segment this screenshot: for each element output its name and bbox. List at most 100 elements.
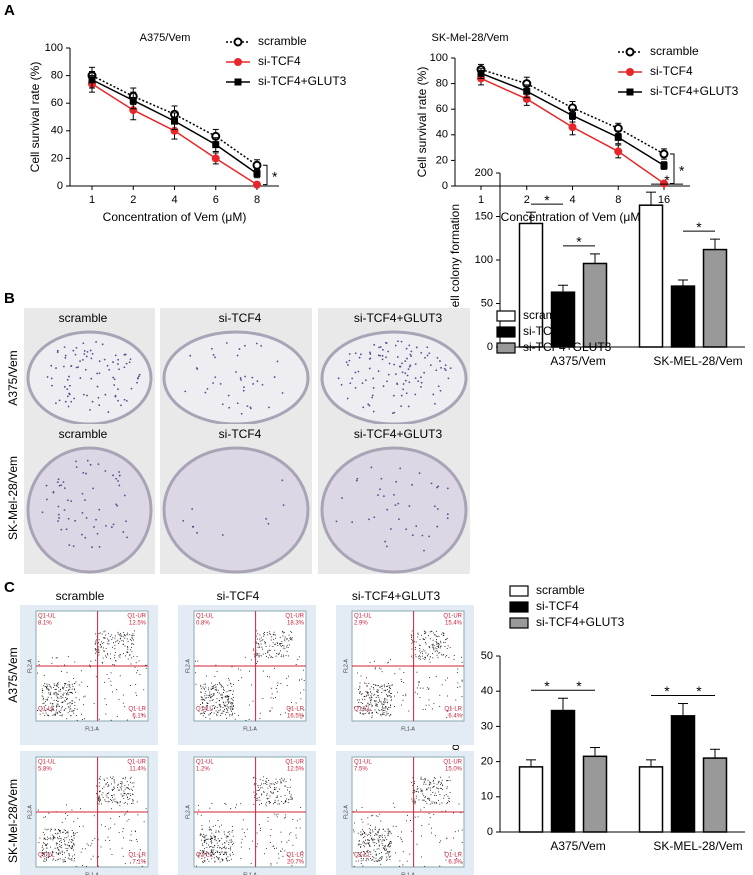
event-dot — [358, 840, 360, 842]
event-dot — [232, 707, 234, 709]
event-dot — [428, 687, 430, 689]
event-dot — [113, 664, 115, 666]
event-dot — [375, 826, 376, 828]
colony-dot — [447, 377, 450, 380]
event-dot — [434, 778, 436, 780]
event-dot — [370, 699, 371, 701]
event-dot — [62, 859, 64, 861]
colony-dot — [63, 346, 66, 349]
event-dot — [67, 656, 69, 658]
event-dot — [434, 650, 436, 652]
colony-dot — [81, 533, 83, 536]
event-dot — [201, 839, 202, 841]
event-dot — [363, 830, 365, 832]
event-dot — [54, 847, 56, 849]
event-dot — [97, 865, 99, 867]
event-dot — [216, 713, 218, 715]
event-dot — [68, 689, 70, 691]
event-dot — [442, 789, 444, 791]
event-dot — [380, 668, 382, 670]
event-dot — [429, 799, 431, 801]
significance: * — [696, 219, 702, 235]
event-dot — [383, 704, 385, 705]
x-tick-label: 4 — [569, 194, 575, 206]
event-dot — [377, 840, 379, 842]
event-dot — [123, 644, 124, 645]
event-dot — [129, 654, 131, 656]
event-dot — [370, 695, 372, 697]
event-dot — [58, 853, 59, 855]
colony-dot — [368, 518, 370, 521]
event-dot — [240, 858, 242, 859]
event-dot — [210, 838, 211, 840]
event-dot — [279, 788, 281, 790]
colony-dot — [281, 392, 284, 394]
event-dot — [428, 797, 430, 799]
event-dot — [200, 833, 202, 835]
x-tick-label: 4 — [171, 194, 177, 206]
event-dot — [461, 679, 463, 681]
event-dot — [123, 640, 124, 642]
event-dot — [112, 691, 114, 693]
event-dot — [211, 836, 212, 838]
colony-dot — [73, 397, 76, 400]
event-dot — [367, 817, 369, 819]
colony-dot — [394, 373, 397, 376]
event-dot — [360, 863, 362, 864]
event-dot — [422, 687, 424, 689]
event-dot — [197, 660, 199, 662]
event-dot — [427, 798, 428, 800]
column-label: si-TCF4+GLUT3 — [354, 311, 443, 325]
y-tick-label: 80 — [436, 78, 448, 90]
event-dot — [368, 694, 369, 696]
event-dot — [368, 839, 369, 841]
event-dot — [456, 672, 458, 674]
event-dot — [288, 644, 290, 646]
colony-dot — [276, 360, 279, 363]
quadrant-name: Q1-UR — [443, 614, 462, 620]
event-dot — [370, 703, 372, 705]
event-dot — [383, 840, 385, 842]
colony-dot — [371, 396, 373, 399]
event-dot — [141, 865, 143, 867]
event-dot — [211, 709, 213, 711]
column-label: si-TCF4 — [219, 427, 262, 441]
event-dot — [273, 791, 274, 793]
legend-label: si-TCF4+GLUT3 — [258, 74, 347, 88]
event-dot — [207, 858, 209, 860]
event-dot — [371, 697, 373, 699]
event-dot — [442, 654, 444, 656]
event-dot — [43, 848, 44, 850]
event-dot — [430, 789, 432, 791]
event-dot — [134, 830, 136, 832]
event-dot — [363, 851, 365, 853]
event-dot — [56, 693, 58, 695]
event-dot — [74, 689, 75, 691]
event-dot — [227, 835, 229, 837]
event-dot — [392, 802, 394, 804]
event-dot — [425, 657, 426, 659]
event-dot — [428, 799, 430, 800]
event-dot — [221, 697, 222, 699]
colony-dot — [437, 385, 440, 388]
event-dot — [48, 683, 50, 685]
event-dot — [380, 863, 382, 865]
event-dot — [287, 854, 289, 856]
event-dot — [204, 841, 206, 843]
event-dot — [435, 635, 437, 637]
event-dot — [251, 684, 253, 686]
event-dot — [256, 793, 258, 795]
event-dot — [419, 645, 421, 647]
event-dot — [120, 789, 122, 791]
colony-dot — [408, 505, 411, 507]
event-dot — [261, 646, 263, 648]
event-dot — [52, 851, 54, 853]
colony-dot — [421, 534, 424, 537]
event-dot — [124, 785, 126, 787]
colony-dot — [79, 360, 81, 363]
event-dot — [275, 655, 277, 657]
event-dot — [292, 844, 294, 846]
event-dot — [394, 695, 395, 697]
event-dot — [256, 843, 258, 845]
event-dot — [51, 705, 53, 707]
